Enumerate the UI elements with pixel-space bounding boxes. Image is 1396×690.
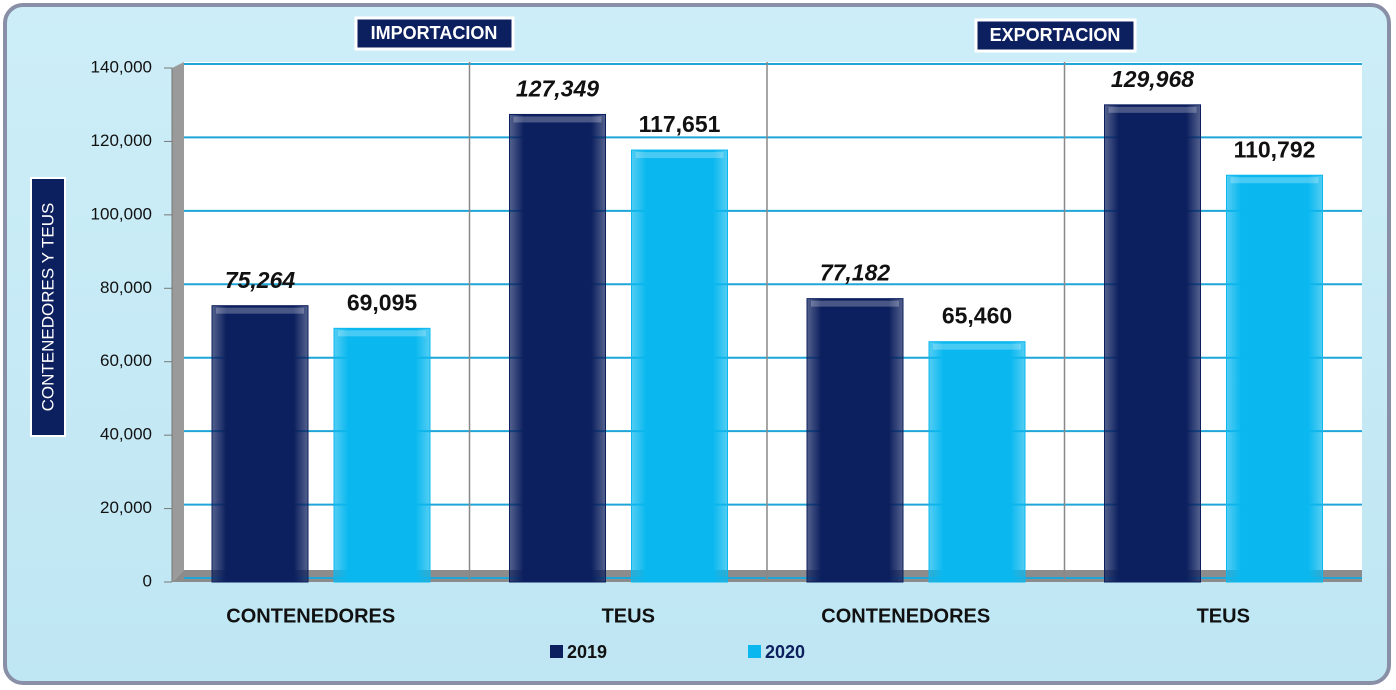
bar-top	[933, 343, 1021, 350]
y-tick-label: 100,000	[91, 204, 152, 223]
data-label: 127,349	[516, 76, 599, 102]
y-tick-label: 20,000	[100, 498, 152, 517]
group-label: IMPORTACION	[371, 23, 498, 43]
bar	[631, 149, 728, 583]
y-tick-label: 0	[143, 571, 152, 590]
y-tick-label: 40,000	[100, 425, 152, 444]
y-tick-label: 120,000	[91, 131, 152, 150]
group-label-box	[974, 18, 1137, 53]
bar-top	[811, 300, 899, 307]
bar-top	[338, 330, 426, 337]
bar-top	[1108, 106, 1197, 113]
y-tick-label: 80,000	[100, 278, 152, 297]
bar-top	[513, 116, 602, 123]
y-label-box	[30, 177, 66, 437]
data-label: 129,968	[1111, 66, 1194, 92]
legend-swatch	[550, 645, 563, 658]
bar	[333, 327, 431, 583]
bar	[509, 113, 606, 583]
legend-label: 2019	[567, 642, 607, 662]
bar	[806, 298, 904, 583]
legend-swatch	[748, 645, 761, 658]
bar-top	[216, 307, 304, 314]
data-label: 110,792	[1234, 136, 1316, 162]
group-label-box	[354, 16, 515, 51]
data-label: 75,264	[225, 267, 296, 293]
group-label: EXPORTACION	[990, 25, 1121, 45]
data-label: 77,182	[820, 260, 891, 286]
y-tick-label: 60,000	[100, 351, 152, 370]
data-label: 65,460	[942, 303, 1012, 329]
bar	[1104, 104, 1201, 583]
bar	[211, 305, 309, 583]
y-axis-label: CONTENEDORES Y TEUS	[38, 203, 57, 412]
x-tick-label: TEUS	[602, 605, 655, 627]
y-tick-label: 140,000	[91, 57, 152, 76]
bar	[1226, 174, 1323, 583]
bar-top	[635, 152, 724, 159]
bar-top	[1230, 177, 1319, 184]
data-label: 117,651	[639, 111, 721, 137]
x-tick-label: TEUS	[1197, 605, 1250, 627]
x-tick-label: CONTENEDORES	[821, 605, 990, 627]
side-wall	[172, 62, 184, 582]
data-label: 69,095	[347, 289, 418, 315]
x-tick-label: CONTENEDORES	[226, 605, 395, 627]
legend-label: 2020	[765, 642, 805, 662]
bar	[928, 341, 1026, 583]
